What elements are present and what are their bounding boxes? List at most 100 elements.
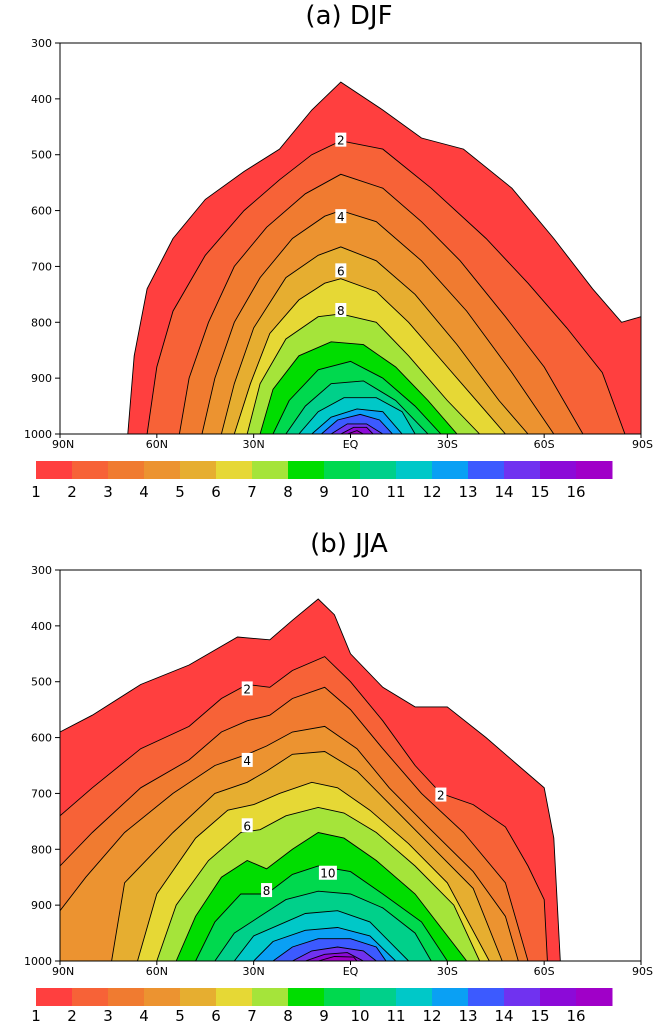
colorbar-box-1	[36, 461, 73, 479]
x-tick-label: 30N	[243, 438, 265, 451]
colorbar-box-6	[216, 988, 253, 1006]
y-tick-label: 1000	[24, 428, 52, 441]
contour-label: 4	[243, 754, 251, 768]
contour-label: 8	[337, 304, 345, 318]
contour-line-3	[178, 173, 584, 434]
contour-line-2	[60, 656, 548, 961]
colorbar-label: 4	[139, 1007, 149, 1024]
x-tick-label: 30S	[437, 965, 458, 978]
x-tick-label: 30S	[437, 438, 458, 451]
colorbar-box-1	[36, 988, 73, 1006]
colorbar-label: 5	[175, 483, 185, 501]
colorbar-label: 1	[31, 483, 41, 501]
y-tick-label: 300	[31, 37, 52, 50]
colorbar-box-4	[144, 461, 181, 479]
colorbar-label: 8	[283, 1007, 293, 1024]
colorbar-box-16	[576, 461, 613, 479]
contour-label: 6	[243, 819, 251, 833]
y-tick-label: 500	[31, 676, 52, 689]
contour-line-9	[195, 865, 448, 961]
contour-line-16	[318, 956, 358, 961]
y-tick-label: 300	[31, 564, 52, 577]
x-tick-label: EQ	[343, 965, 359, 978]
colorbar-label: 10	[350, 1007, 369, 1024]
colorbar-label: 9	[319, 1007, 329, 1024]
contour-line-11	[298, 397, 416, 434]
contour-line-10	[214, 890, 432, 961]
contour-line-15	[305, 952, 364, 961]
panel-title: (b) JJA	[310, 529, 388, 559]
colorbar-label: 14	[494, 483, 513, 501]
contour-line-12	[311, 408, 403, 434]
y-tick-label: 800	[31, 316, 52, 329]
colorbar-label: 12	[422, 1007, 441, 1024]
contour-label: 4	[337, 210, 345, 224]
colorbar-box-2	[72, 988, 109, 1006]
contour-line-13	[272, 938, 387, 961]
colorbar-label: 11	[386, 1007, 405, 1024]
colorbar-box-12	[432, 461, 469, 479]
colorbar-label: 15	[530, 1007, 549, 1024]
colorbar-label: 8	[283, 483, 293, 501]
x-tick-label: 60S	[534, 965, 555, 978]
contour-label: 10	[320, 867, 335, 881]
contour-line-4	[60, 725, 519, 961]
colorbar-box-3	[108, 461, 145, 479]
x-tick-label: 60N	[146, 965, 168, 978]
colorbar-label: 5	[175, 1007, 185, 1024]
contour-line-8	[175, 832, 468, 961]
colorbar-box-12	[432, 988, 469, 1006]
x-tick-label: 90N	[52, 438, 74, 451]
colorbar-label: 12	[422, 483, 441, 501]
contour-label-bg	[318, 865, 337, 880]
colorbar-label: 16	[566, 1007, 585, 1024]
contour-line-6	[233, 278, 506, 434]
contour-label-bg	[335, 302, 347, 317]
colorbar-label: 10	[350, 483, 369, 501]
colorbar-box-11	[396, 461, 433, 479]
colorbar-box-6	[216, 461, 253, 479]
contour-label: 2	[243, 682, 251, 696]
y-tick-label: 400	[31, 620, 52, 633]
colorbar-box-14	[504, 988, 541, 1006]
colorbar-box-11	[396, 988, 433, 1006]
contour-line-7	[156, 806, 481, 961]
contour-line-6	[137, 781, 490, 961]
x-tick-label: 90S	[632, 438, 653, 451]
colorbar-label: 13	[458, 483, 477, 501]
level-fill-16	[318, 956, 357, 961]
colorbar-box-3	[108, 988, 145, 1006]
colorbar-box-14	[504, 461, 541, 479]
contour-label: 2	[337, 134, 345, 148]
panel-djf: (a) DJF 2 4 6 8 300 400 500 600 700 800 900 100090N…	[24, 1, 653, 501]
colorbar-label: 4	[139, 483, 149, 501]
contour-line-10	[285, 380, 429, 434]
contour-line-1	[60, 598, 561, 961]
contour-line-4	[201, 210, 555, 434]
colorbar-label: 3	[103, 1007, 113, 1024]
panel-jja: (b) JJA 2 4 6 8 10 2 300 400 500 600 700 800 900 1000…	[24, 529, 653, 1024]
colorbar-box-15	[540, 461, 577, 479]
level-fill-16	[347, 430, 364, 434]
contour-line-15	[340, 426, 374, 434]
contour-line-9	[272, 360, 442, 434]
contour-line-1	[127, 81, 641, 434]
colorbar-label: 1	[31, 1007, 41, 1024]
contour-line-3	[60, 686, 529, 961]
colorbar-label: 6	[211, 1007, 221, 1024]
colorbar-label: 7	[247, 1007, 257, 1024]
x-tick-label: 90N	[52, 965, 74, 978]
colorbar-box-7	[252, 988, 289, 1006]
y-tick-label: 700	[31, 260, 52, 273]
colorbar-label: 7	[247, 483, 257, 501]
y-tick-label: 600	[31, 205, 52, 218]
y-tick-label: 900	[31, 899, 52, 912]
colorbar-box-13	[468, 461, 505, 479]
contour-label-bg	[261, 883, 273, 898]
x-tick-label: EQ	[343, 438, 359, 451]
colorbar-box-10	[360, 988, 397, 1006]
y-tick-label: 900	[31, 372, 52, 385]
y-tick-label: 600	[31, 732, 52, 745]
contour-line-13	[321, 413, 393, 434]
